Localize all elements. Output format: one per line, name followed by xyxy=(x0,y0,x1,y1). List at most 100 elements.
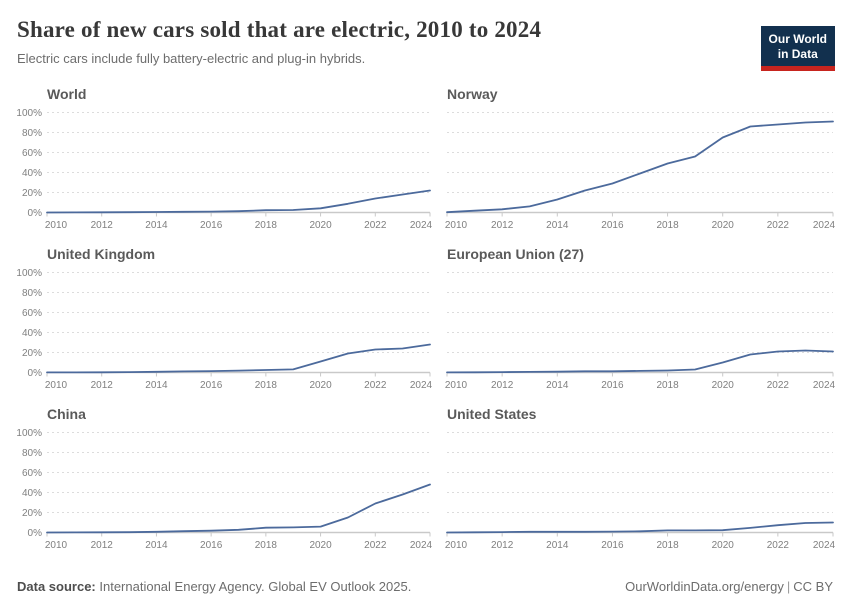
svg-text:2016: 2016 xyxy=(601,380,624,391)
svg-text:2016: 2016 xyxy=(200,380,223,391)
svg-text:2018: 2018 xyxy=(255,540,278,551)
line-chart: 0%20%40%60%80%100%2010 2012 2014 2016 2018 20… xyxy=(16,108,433,231)
line-chart: 0%20%40%60%80%100%2010 2012 2014 2016 2018 20… xyxy=(16,268,433,391)
chart-panel: China 0% 20% 40% 60% 80% 100% 2010 2012 2014 2016… xyxy=(16,405,433,565)
chart-header: Our World in Data Share of new cars sold… xyxy=(17,16,835,71)
svg-text:100%: 100% xyxy=(16,428,42,439)
svg-text:80%: 80% xyxy=(22,288,42,299)
svg-text:40%: 40% xyxy=(22,488,42,499)
owid-chart-export: Our World in Data Share of new cars sold… xyxy=(0,16,850,616)
y-axis-labels: 0% 20% 40% 60% 80% 100% xyxy=(16,108,42,219)
svg-text:2012: 2012 xyxy=(91,540,114,551)
credit-line: OurWorldinData.org/energy | CC BY xyxy=(625,579,833,594)
svg-text:2024: 2024 xyxy=(410,380,433,391)
svg-text:60%: 60% xyxy=(22,148,42,159)
svg-text:2012: 2012 xyxy=(491,540,514,551)
x-axis xyxy=(446,371,834,377)
y-gridlines xyxy=(447,272,833,353)
svg-text:2024: 2024 xyxy=(410,540,433,551)
svg-text:2010: 2010 xyxy=(445,540,468,551)
data-source-label: Data source: xyxy=(17,579,96,594)
y-gridlines xyxy=(447,432,833,513)
y-axis-labels: 0% 20% 40% 60% 80% 100% xyxy=(16,268,42,379)
svg-text:2020: 2020 xyxy=(309,540,332,551)
y-gridlines xyxy=(47,432,430,513)
data-line xyxy=(46,189,431,214)
svg-text:2010: 2010 xyxy=(45,220,68,231)
panel-title: European Union (27) xyxy=(447,246,584,262)
svg-text:2016: 2016 xyxy=(601,540,624,551)
svg-text:2014: 2014 xyxy=(145,380,168,391)
x-axis-labels: 2010 2012 2014 2016 2018 2020 2022 2024 xyxy=(45,380,433,391)
chart-panel: Norway 2010 2012 2014 2016 2018 2020 2022 2024 xyxy=(445,85,836,245)
svg-text:2020: 2020 xyxy=(712,220,735,231)
chart-panel: World 0% 20% 40% 60% 80% 100% 2010 2012 2014 2016… xyxy=(16,85,433,245)
svg-text:2012: 2012 xyxy=(491,380,514,391)
svg-text:2022: 2022 xyxy=(767,220,790,231)
owid-url-link[interactable]: OurWorldinData.org/energy xyxy=(625,579,784,594)
owid-logo[interactable]: Our World in Data xyxy=(760,26,835,71)
svg-text:0%: 0% xyxy=(28,208,43,219)
svg-text:2020: 2020 xyxy=(309,380,332,391)
svg-text:20%: 20% xyxy=(22,348,42,359)
line-chart: 2010 2012 2014 2016 2018 2020 2022 2024 xyxy=(445,432,836,551)
svg-text:2024: 2024 xyxy=(410,220,433,231)
svg-text:2020: 2020 xyxy=(712,540,735,551)
svg-text:2010: 2010 xyxy=(45,540,68,551)
chart-panel: United States 2010 2012 2014 2016 2018 2020 20… xyxy=(445,405,836,565)
svg-text:80%: 80% xyxy=(22,128,42,139)
panel-title: China xyxy=(47,406,86,422)
svg-text:2024: 2024 xyxy=(813,540,836,551)
svg-text:2022: 2022 xyxy=(767,540,790,551)
svg-text:2024: 2024 xyxy=(813,220,836,231)
chart-footer: Data source: International Energy Agency… xyxy=(17,579,833,594)
y-gridlines xyxy=(47,112,430,193)
svg-text:2014: 2014 xyxy=(145,220,168,231)
svg-text:2020: 2020 xyxy=(712,380,735,391)
svg-text:100%: 100% xyxy=(16,268,42,279)
svg-text:20%: 20% xyxy=(22,508,42,519)
line-chart: 2010 2012 2014 2016 2018 2020 2022 2024 xyxy=(445,272,836,391)
logo-text-line2: in Data xyxy=(777,47,818,61)
svg-text:2020: 2020 xyxy=(309,220,332,231)
chart-subtitle: Electric cars include fully battery-elec… xyxy=(17,51,366,66)
chart-panel: European Union (27) 2010 2012 2014 2016 2018… xyxy=(445,245,836,405)
x-axis-labels: 2010 2012 2014 2016 2018 2020 2022 2024 xyxy=(45,220,433,231)
logo-text-line1: Our World xyxy=(768,32,827,46)
svg-text:0%: 0% xyxy=(28,528,43,539)
svg-text:40%: 40% xyxy=(22,328,42,339)
separator: | xyxy=(786,579,791,594)
x-axis xyxy=(446,531,834,537)
svg-text:20%: 20% xyxy=(22,188,42,199)
y-axis-labels: 0% 20% 40% 60% 80% 100% xyxy=(16,428,42,539)
line-chart: 2010 2012 2014 2016 2018 2020 2022 2024 xyxy=(445,112,836,231)
data-line xyxy=(446,349,834,374)
svg-text:2018: 2018 xyxy=(656,380,679,391)
svg-text:2012: 2012 xyxy=(491,220,514,231)
svg-text:100%: 100% xyxy=(16,108,42,119)
svg-text:2018: 2018 xyxy=(255,220,278,231)
data-line xyxy=(46,483,431,534)
panel-title: United States xyxy=(447,406,537,422)
svg-text:2024: 2024 xyxy=(813,380,836,391)
chart-title: Share of new cars sold that are electric… xyxy=(17,17,542,42)
svg-text:2018: 2018 xyxy=(656,540,679,551)
svg-text:2022: 2022 xyxy=(364,220,387,231)
chart-panel: United Kingdom 0% 20% 40% 60% 80% 100% 2010 201… xyxy=(16,245,433,405)
svg-text:2018: 2018 xyxy=(656,220,679,231)
data-line xyxy=(46,343,431,374)
svg-text:2022: 2022 xyxy=(767,380,790,391)
svg-text:2010: 2010 xyxy=(45,380,68,391)
x-axis-labels: 2010 2012 2014 2016 2018 2020 2022 2024 xyxy=(45,540,433,551)
svg-text:2012: 2012 xyxy=(91,380,114,391)
svg-text:2016: 2016 xyxy=(601,220,624,231)
svg-text:40%: 40% xyxy=(22,168,42,179)
data-source-text: International Energy Agency. Global EV O… xyxy=(99,579,412,594)
svg-text:2010: 2010 xyxy=(445,220,468,231)
small-multiples-grid: World 0% 20% 40% 60% 80% 100% 2010 2012 2014 2016… xyxy=(16,85,836,565)
license-label[interactable]: CC BY xyxy=(793,579,833,594)
svg-text:2012: 2012 xyxy=(91,220,114,231)
data-source-line: Data source: International Energy Agency… xyxy=(17,579,411,594)
svg-text:2014: 2014 xyxy=(546,540,569,551)
line-chart: 0%20%40%60%80%100%2010 2012 2014 2016 2018 20… xyxy=(16,428,433,551)
